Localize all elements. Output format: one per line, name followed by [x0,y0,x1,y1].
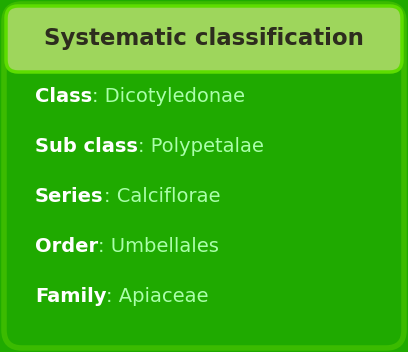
Text: Family: Family [35,288,106,307]
Text: Series: Series [35,188,104,207]
Text: Class: Class [35,88,92,107]
Text: : Apiaceae: : Apiaceae [106,288,209,307]
Text: : Dicotyledonae: : Dicotyledonae [92,88,245,107]
FancyBboxPatch shape [4,4,404,348]
FancyBboxPatch shape [6,6,402,72]
Text: : Polypetalae: : Polypetalae [138,138,264,157]
Text: Systematic classification: Systematic classification [44,27,364,50]
Text: : Calciflorae: : Calciflorae [104,188,220,207]
Text: Order: Order [35,238,98,257]
Text: : Umbellales: : Umbellales [98,238,219,257]
Text: Sub class: Sub class [35,138,138,157]
